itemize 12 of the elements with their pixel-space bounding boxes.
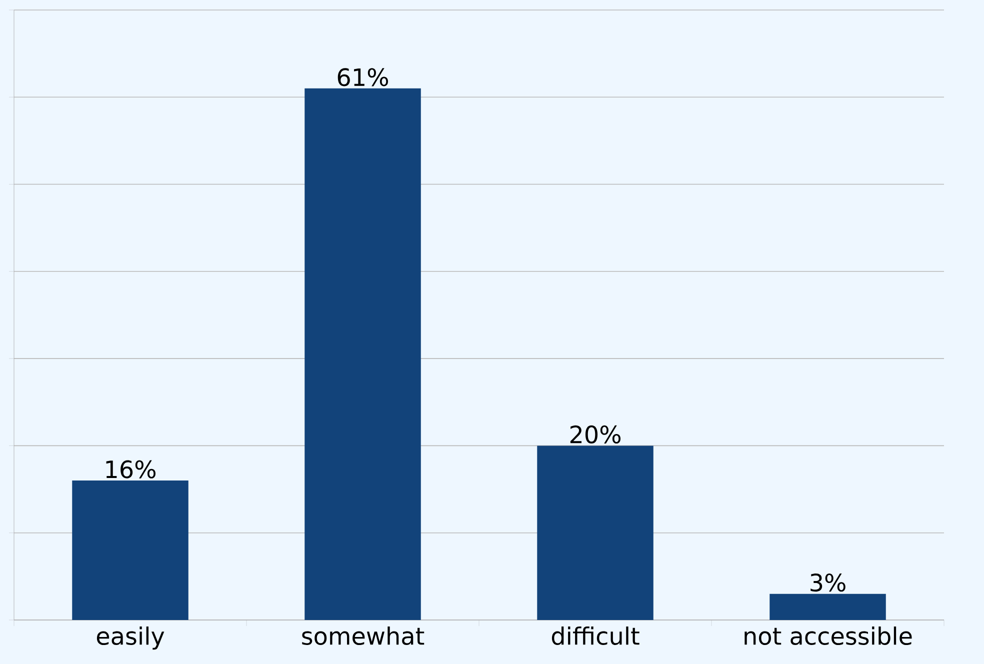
bar (72, 480, 188, 620)
x-tick-label: somewhat (302, 626, 424, 646)
bar (770, 594, 886, 620)
data-label: 20% (570, 425, 620, 444)
x-tick-label: easily (96, 626, 164, 650)
data-label: 3% (810, 574, 846, 592)
x-tick-label: not accessible (744, 626, 912, 646)
bar (537, 446, 654, 620)
x-tick-label: difficult (552, 626, 640, 646)
data-label: 61% (338, 68, 388, 86)
data-label: 16% (106, 460, 156, 478)
bar (304, 88, 421, 620)
